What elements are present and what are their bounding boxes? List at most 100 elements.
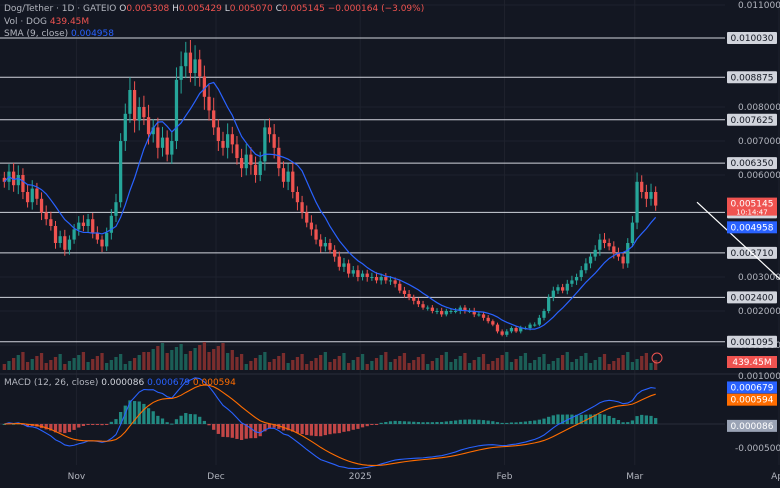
candle-body — [495, 324, 500, 332]
volume-price-label: 439.45M — [732, 358, 771, 368]
macd-histogram-bar — [398, 421, 402, 424]
volume-bar — [188, 351, 193, 370]
candle-body — [537, 317, 541, 325]
candle-body — [551, 290, 555, 298]
volume-bar — [239, 354, 244, 370]
volume-bar — [128, 361, 132, 370]
macd-histogram-bar — [77, 424, 81, 428]
macd-histogram-bar — [570, 414, 574, 424]
y-tick-label: 0.011000 — [738, 1, 780, 11]
macd-histogram-bar — [63, 424, 67, 434]
macd-histogram-bar — [626, 422, 630, 424]
volume-bar — [198, 345, 202, 370]
volume-bar — [416, 357, 421, 370]
macd-histogram-bar — [286, 424, 290, 431]
volume-bar — [500, 355, 504, 370]
candle-body — [165, 137, 169, 155]
macd-histogram-bar — [12, 423, 16, 425]
macd-histogram-bar — [365, 424, 369, 427]
volume-bar — [621, 355, 625, 370]
macd-histogram-bar — [114, 419, 118, 424]
c-label: C — [275, 4, 282, 14]
macd-histogram-bar — [588, 414, 593, 424]
volume-bar — [640, 356, 644, 370]
macd-histogram-bar — [528, 420, 532, 424]
candle-body — [449, 311, 453, 312]
macd-histogram-bar — [635, 416, 639, 424]
volume-bar — [654, 360, 658, 370]
volume-bar — [412, 360, 416, 370]
level-label: 0.001095 — [731, 338, 774, 348]
volume-bar — [160, 343, 165, 370]
candle-body — [463, 307, 467, 311]
volume-bar — [2, 364, 6, 370]
volume-bar — [491, 361, 495, 370]
macd-histogram-bar — [249, 424, 253, 439]
candle-body — [533, 324, 537, 326]
macd-histogram-bar — [272, 424, 276, 428]
candle-body — [156, 127, 160, 148]
macd-histogram-bar — [523, 421, 528, 424]
candle-body — [258, 161, 262, 175]
volume-bar — [258, 355, 262, 370]
macd-histogram-bar — [407, 421, 411, 424]
candle-body — [323, 243, 327, 247]
candle-body — [105, 232, 109, 247]
y-tick-label: 0.003000 — [738, 273, 780, 283]
candle-body — [151, 127, 155, 135]
candle-body — [360, 273, 365, 277]
macd-histogram-bar — [100, 424, 104, 426]
candle-body — [281, 168, 286, 182]
volume-bar — [267, 362, 272, 370]
volume-bar — [630, 362, 635, 370]
candle-body — [426, 307, 430, 309]
macd-histogram-bar — [160, 418, 165, 424]
volume-bar — [146, 352, 151, 370]
level-label: 0.002400 — [731, 293, 774, 303]
volume-bar — [472, 360, 476, 370]
volume-bar — [95, 356, 100, 370]
macd-histogram-bar — [170, 423, 174, 425]
legend-symbol: Dog/Tether · 1D · GATEIO O0.005308 H0.00… — [4, 4, 424, 15]
x-tick-label: Apr — [771, 472, 780, 482]
candle-body — [379, 277, 383, 281]
volume-bar — [644, 353, 648, 370]
macd-histogram-bar — [184, 413, 188, 424]
volume-bar — [221, 343, 225, 370]
macd-histogram-bar — [44, 424, 48, 430]
low-value: 0.005070 — [229, 4, 273, 14]
x-tick-label: Dec — [207, 472, 224, 482]
macd-histogram-bar — [560, 414, 565, 424]
candle-body — [444, 311, 448, 315]
candle-body — [198, 59, 202, 77]
candle-body — [53, 226, 58, 243]
macd-histogram-bar — [370, 424, 374, 425]
macd-histogram-bar — [132, 401, 137, 424]
candle-body — [67, 239, 72, 250]
candle-body — [328, 243, 332, 250]
volume-bar — [207, 352, 211, 370]
macd-histogram-bar — [328, 424, 332, 435]
candle-body — [402, 290, 407, 294]
candle-body — [277, 147, 281, 169]
macd-histogram-bar — [556, 414, 560, 424]
volume-bar — [53, 357, 58, 370]
candle-body — [132, 90, 137, 121]
volume-bar — [281, 353, 286, 370]
volume-bar — [593, 360, 597, 370]
macd-histogram-bar — [654, 418, 658, 424]
x-tick-label: Feb — [496, 472, 512, 482]
volume-bar — [323, 352, 327, 370]
candle-body — [114, 202, 118, 216]
macd-histogram-bar — [612, 417, 616, 424]
macd-histogram-bar — [426, 422, 430, 424]
macd-histogram-bar — [509, 422, 514, 424]
macd-histogram-bar — [649, 415, 653, 424]
y-tick-label: 0.002000 — [738, 307, 780, 317]
volume-bar — [430, 361, 434, 370]
candle-body — [486, 317, 490, 322]
macd-histogram-bar — [151, 411, 155, 424]
volume-bar — [588, 363, 593, 370]
volume-bar — [407, 363, 411, 370]
